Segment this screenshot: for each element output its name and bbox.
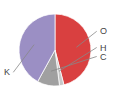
pie-slice: [55, 14, 91, 85]
leader-line: [51, 56, 97, 71]
pie-slice: [19, 14, 55, 82]
slice-label: K: [4, 67, 10, 77]
labels: OHCK: [4, 26, 107, 77]
chart: OHCK: [0, 0, 127, 100]
leader-line: [76, 31, 96, 47]
slice-label: O: [100, 26, 107, 36]
leader-line: [59, 47, 97, 71]
slice-label: C: [100, 52, 107, 62]
leader-lines: [13, 31, 96, 72]
leader-line: [13, 45, 34, 73]
